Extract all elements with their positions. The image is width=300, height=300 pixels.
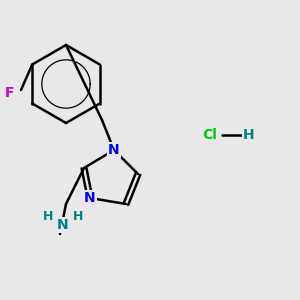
Text: N: N <box>108 143 120 157</box>
Text: N: N <box>57 218 69 232</box>
Text: H: H <box>243 128 255 142</box>
Text: H: H <box>73 209 83 223</box>
Text: N: N <box>84 191 96 205</box>
Text: Cl: Cl <box>202 128 217 142</box>
Text: H: H <box>43 209 53 223</box>
Text: F: F <box>4 86 14 100</box>
